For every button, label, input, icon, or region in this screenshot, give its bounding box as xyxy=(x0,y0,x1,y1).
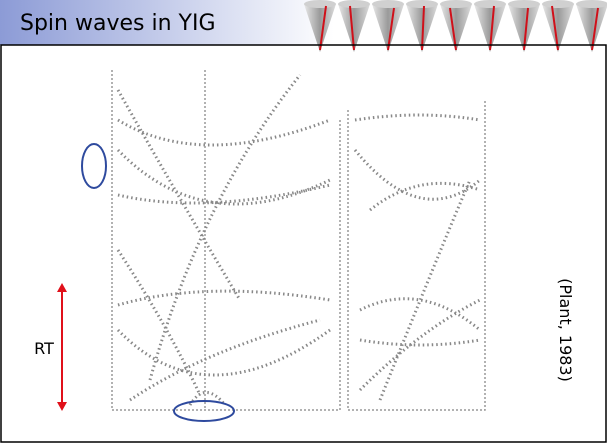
range-arrow xyxy=(57,283,67,411)
slide-title: Spin waves in YIG xyxy=(20,11,216,36)
slide-frame xyxy=(0,44,607,443)
highlight-ellipse xyxy=(173,400,235,422)
highlight-ellipse xyxy=(81,143,107,189)
scanned-figure xyxy=(111,70,486,411)
cone-row xyxy=(304,0,607,52)
header-bar xyxy=(0,0,607,45)
citation: (Plant, 1983) xyxy=(556,278,575,382)
range-label: RT xyxy=(34,339,54,358)
